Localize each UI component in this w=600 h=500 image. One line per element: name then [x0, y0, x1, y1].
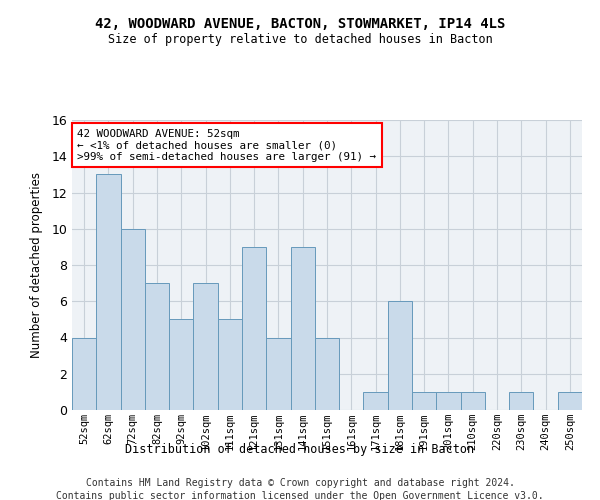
Bar — [290, 247, 315, 410]
Bar — [558, 392, 582, 410]
Text: 42, WOODWARD AVENUE, BACTON, STOWMARKET, IP14 4LS: 42, WOODWARD AVENUE, BACTON, STOWMARKET,… — [95, 18, 505, 32]
Text: 42 WOODWARD AVENUE: 52sqm
← <1% of detached houses are smaller (0)
>99% of semi-: 42 WOODWARD AVENUE: 52sqm ← <1% of detac… — [77, 128, 376, 162]
Text: Size of property relative to detached houses in Bacton: Size of property relative to detached ho… — [107, 32, 493, 46]
Bar — [509, 392, 533, 410]
Text: Contains public sector information licensed under the Open Government Licence v3: Contains public sector information licen… — [56, 491, 544, 500]
Bar — [72, 338, 96, 410]
Bar — [121, 229, 145, 410]
Bar — [193, 283, 218, 410]
Bar — [436, 392, 461, 410]
Bar — [169, 320, 193, 410]
Y-axis label: Number of detached properties: Number of detached properties — [30, 172, 43, 358]
Text: Contains HM Land Registry data © Crown copyright and database right 2024.: Contains HM Land Registry data © Crown c… — [86, 478, 514, 488]
Bar — [315, 338, 339, 410]
Bar — [388, 301, 412, 410]
Bar — [145, 283, 169, 410]
Text: Distribution of detached houses by size in Bacton: Distribution of detached houses by size … — [125, 442, 475, 456]
Bar — [242, 247, 266, 410]
Bar — [96, 174, 121, 410]
Bar — [266, 338, 290, 410]
Bar — [412, 392, 436, 410]
Bar — [364, 392, 388, 410]
Bar — [461, 392, 485, 410]
Bar — [218, 320, 242, 410]
